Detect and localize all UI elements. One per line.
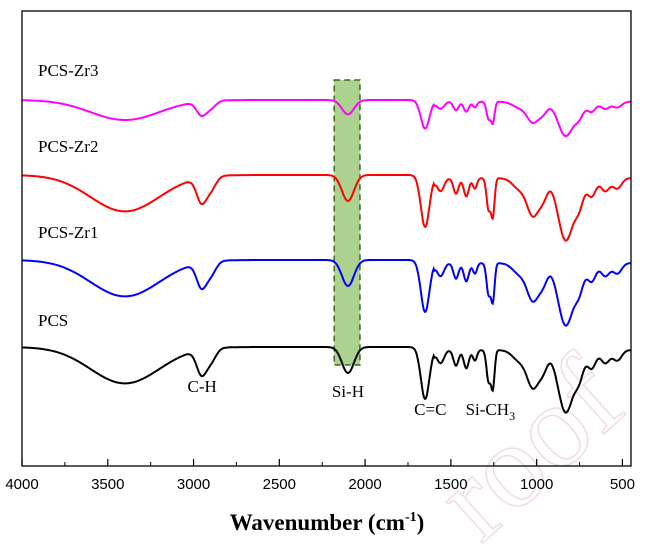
series-label-pcs-zr2: PCS-Zr2 bbox=[38, 137, 98, 156]
x-tick-label: 3000 bbox=[177, 476, 210, 493]
series-label-pcs: PCS bbox=[38, 311, 68, 330]
x-tick-label: 1000 bbox=[520, 476, 553, 493]
series-line-pcs bbox=[22, 346, 631, 414]
series-lines bbox=[22, 99, 631, 414]
x-tick-label: 2500 bbox=[263, 476, 296, 493]
series-labels: PCS-Zr3 PCS-Zr2 PCS-Zr1 PCS bbox=[38, 61, 98, 330]
band-annotations: C-H Si-H C=C Si-CH3 bbox=[187, 377, 515, 423]
x-axis-label-superscript: -1 bbox=[405, 510, 417, 525]
annotation-ch: C-H bbox=[187, 377, 216, 396]
si-h-highlight-box bbox=[333, 79, 361, 366]
series-line-pcs-zr2 bbox=[22, 174, 631, 242]
x-tick-label: 3500 bbox=[91, 476, 124, 493]
plot-frame bbox=[21, 10, 632, 467]
x-axis-label-close: ) bbox=[417, 510, 425, 535]
series-label-pcs-zr1: PCS-Zr1 bbox=[38, 223, 98, 242]
series-label-pcs-zr3: PCS-Zr3 bbox=[38, 61, 98, 80]
x-axis-tick-labels: 4000 3500 3000 2500 2000 1500 1000 500 bbox=[5, 476, 635, 493]
x-tick-label: 500 bbox=[610, 476, 635, 493]
x-axis-label: Wavenumber (cm-1) bbox=[230, 510, 425, 535]
annotation-cc: C=C bbox=[414, 400, 446, 419]
watermark-text: roof bbox=[410, 331, 648, 557]
annotation-sih: Si-H bbox=[332, 382, 364, 401]
x-tick-label: 4000 bbox=[5, 476, 38, 493]
series-line-pcs-zr1 bbox=[22, 259, 631, 327]
x-tick-label: 1500 bbox=[434, 476, 467, 493]
x-axis-label-main: Wavenumber (cm bbox=[230, 510, 405, 535]
x-axis-ticks bbox=[21, 459, 624, 466]
annotation-sich3: Si-CH3 bbox=[466, 400, 515, 423]
x-tick-label: 2000 bbox=[348, 476, 381, 493]
annotation-subscript: 3 bbox=[509, 409, 515, 423]
series-line-pcs-zr3 bbox=[22, 99, 631, 138]
